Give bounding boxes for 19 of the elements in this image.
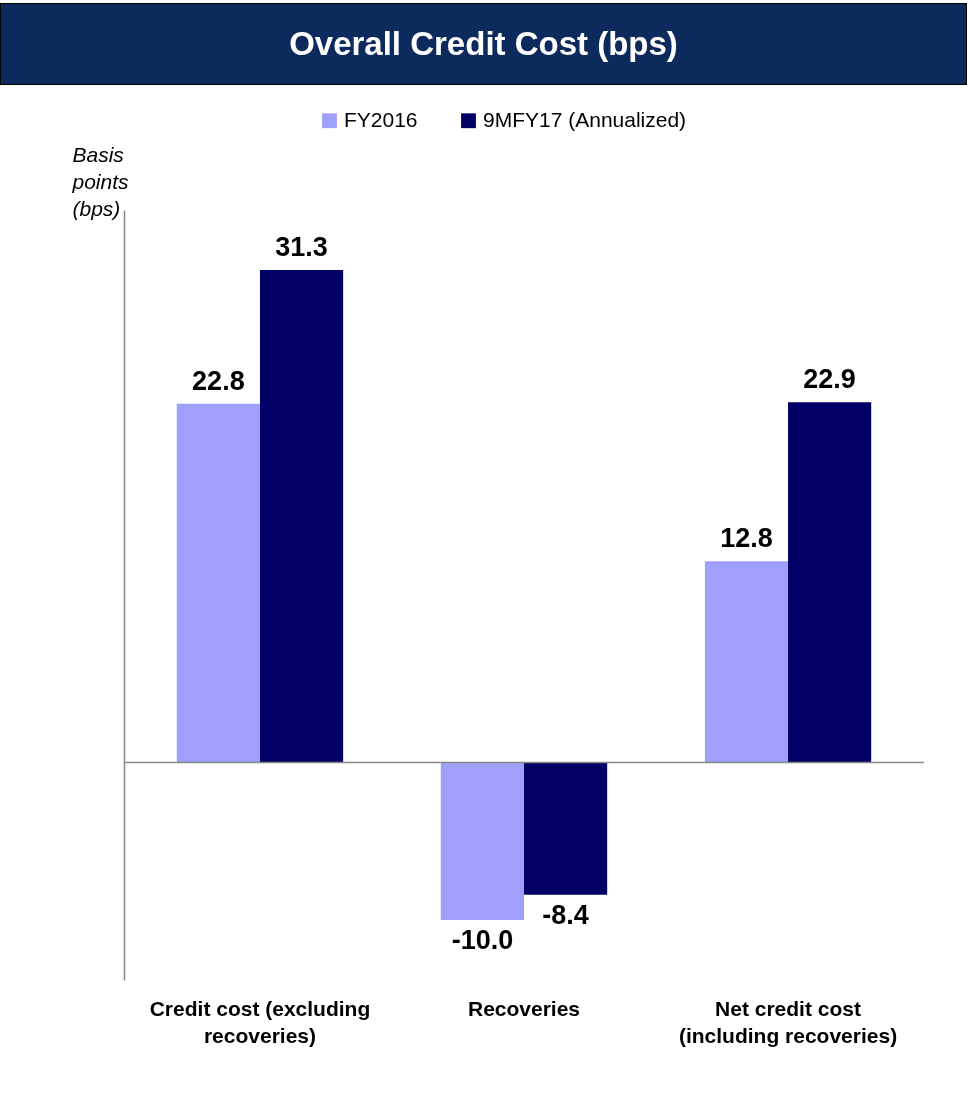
data-label: 31.3 <box>275 232 328 262</box>
legend-label: FY2016 <box>344 107 418 131</box>
bar <box>176 403 260 763</box>
bar <box>259 270 344 763</box>
bar <box>524 762 608 895</box>
data-label: 22.9 <box>803 364 856 395</box>
data-label: -10.0 <box>451 925 514 955</box>
x-tick-label: Recoveries <box>467 996 581 1020</box>
data-label: 22.8 <box>192 365 245 396</box>
x-tick-label: Credit cost (excluding recoveries) <box>149 996 371 1047</box>
x-tick-label: Net credit cost (including recoveries) <box>678 996 898 1047</box>
chart-title: Overall Credit Cost (bps) <box>0 3 967 85</box>
data-label: 12.8 <box>720 523 773 554</box>
bar <box>704 561 789 763</box>
bar <box>440 762 524 920</box>
y-axis-title: Basis points (bps) <box>71 142 130 220</box>
bar <box>788 402 872 763</box>
legend-label: 9MFY17 (Annualized) <box>483 107 687 131</box>
data-label: -8.4 <box>542 899 589 930</box>
